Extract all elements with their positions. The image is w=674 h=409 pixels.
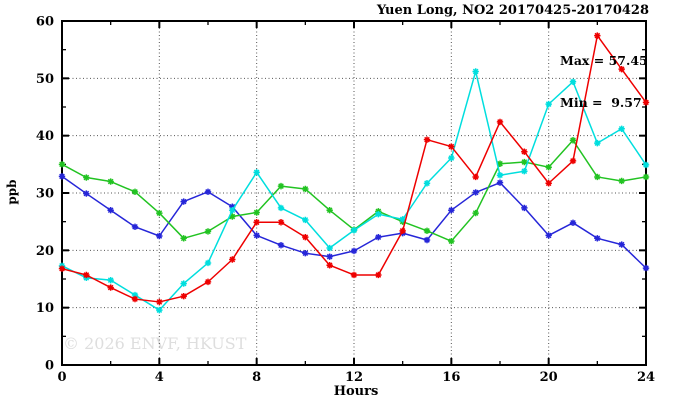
plot-border	[61, 20, 647, 366]
watermark-text: © 2026 ENVF, HKUST	[63, 334, 247, 353]
x-tick-label: 20	[540, 370, 558, 385]
y-tick-label: 20	[36, 244, 54, 259]
y-tick-label: 0	[45, 359, 54, 374]
blue-line-markers	[58, 173, 650, 272]
y-tick-label: 60	[36, 15, 54, 30]
min-value-label: Min = 9.57	[560, 95, 642, 110]
y-tick-label: 10	[36, 301, 54, 316]
x-axis-label: Hours	[333, 384, 379, 399]
max-value-label: Max = 57.45	[560, 53, 648, 68]
blue-line	[61, 175, 647, 269]
x-tick-label: 16	[442, 370, 460, 385]
y-tick-label: 40	[36, 129, 54, 144]
x-tick-label: 24	[637, 370, 655, 385]
chart-title: Yuen Long, NO2 20170425-20170428	[376, 3, 649, 18]
x-tick-label: 12	[345, 370, 363, 385]
x-tick-label: 4	[155, 370, 164, 385]
max-min-annotation: Max = 57.45 Min = 9.57	[560, 26, 648, 138]
red-line-markers	[58, 32, 650, 306]
x-tick-label: 0	[57, 370, 66, 385]
green-line	[61, 139, 647, 242]
x-tick-label: 8	[252, 370, 261, 385]
y-tick-label: 30	[36, 187, 54, 202]
y-tick-label: 50	[36, 72, 54, 87]
